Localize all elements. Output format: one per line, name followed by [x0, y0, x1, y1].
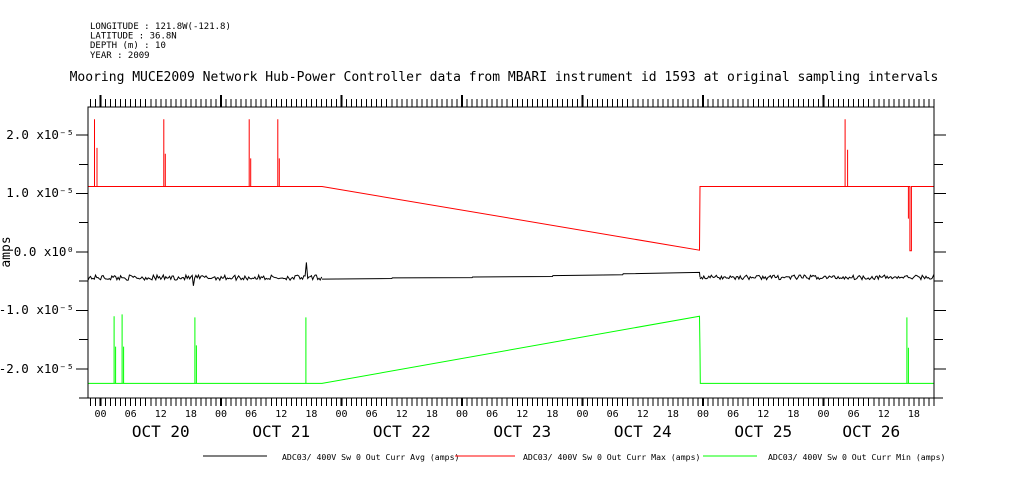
- meta-depth: DEPTH (m) : 10: [90, 41, 166, 51]
- plot-border: [87, 106, 935, 399]
- x-hour-label: 18: [426, 409, 438, 420]
- x-date-label: OCT 24: [614, 422, 672, 441]
- y-axis-unit-label: amps: [0, 236, 14, 267]
- x-hour-label: 12: [155, 409, 167, 420]
- data-series: [87, 119, 935, 384]
- x-hour-label: 12: [275, 409, 287, 420]
- x-hour-label: 12: [396, 409, 408, 420]
- meta-longitude: LONGITUDE : 121.8W(-121.8): [90, 22, 231, 32]
- legend-label-max: ADC03/ 400V Sw 0 Out Curr Max (amps): [523, 452, 700, 462]
- min-series: [88, 314, 934, 384]
- x-date-label: OCT 23: [493, 422, 551, 441]
- y-tick-label: -1.0 x10⁻⁵: [0, 302, 74, 317]
- x-date-label: OCT 26: [842, 422, 900, 441]
- x-hour-label: 00: [697, 409, 709, 420]
- x-axis-labels: 00 06 12 18 00 06 12 18 00 06 12 18 00 06 12 18 00 06 12 18…: [95, 409, 920, 441]
- avg-series-smooth: [321, 271, 701, 280]
- x-hour-label: 18: [787, 409, 799, 420]
- x-hour-label: 18: [305, 409, 317, 420]
- x-hour-label: 06: [486, 409, 498, 420]
- avg-series-segment: [699, 273, 935, 281]
- x-date-label: OCT 25: [734, 422, 792, 441]
- x-hour-label: 12: [516, 409, 528, 420]
- legend-label-avg: ADC03/ 400V Sw 0 Out Curr Avg (amps): [282, 452, 459, 462]
- y-tick-label: -2.0 x10⁻⁵: [0, 361, 74, 376]
- x-hour-label: 00: [95, 409, 107, 420]
- x-hour-label: 00: [456, 409, 468, 420]
- y-tick-label: 0.0 x10⁰: [14, 244, 74, 259]
- x-hour-label: 12: [757, 409, 769, 420]
- y-tick-label: 2.0 x10⁻⁵: [6, 127, 74, 142]
- x-hour-label: 06: [848, 409, 860, 420]
- y-tick-label: 1.0 x10⁻⁵: [6, 185, 74, 200]
- x-date-label: OCT 22: [373, 422, 431, 441]
- x-hour-label: 06: [727, 409, 739, 420]
- x-date-label: OCT 21: [252, 422, 310, 441]
- x-hour-label: 00: [215, 409, 227, 420]
- x-hour-label: 12: [878, 409, 890, 420]
- x-hour-label: 06: [125, 409, 137, 420]
- max-series: [88, 119, 934, 252]
- x-hour-label: 12: [637, 409, 649, 420]
- x-hour-label: 18: [185, 409, 197, 420]
- x-hour-label: 06: [607, 409, 619, 420]
- x-hour-label: 18: [546, 409, 558, 420]
- axis-ticks: [76, 95, 946, 406]
- x-hour-label: 06: [366, 409, 378, 420]
- avg-series-segment: [87, 262, 323, 286]
- legend-label-min: ADC03/ 400V Sw 0 Out Curr Min (amps): [768, 452, 945, 462]
- legend: ADC03/ 400V Sw 0 Out Curr Avg (amps) ADC…: [203, 452, 945, 462]
- x-hour-label: 18: [908, 409, 920, 420]
- meta-latitude: LATITUDE : 36.8N: [90, 32, 177, 42]
- meta-year: YEAR : 2009: [90, 51, 150, 61]
- x-hour-label: 00: [336, 409, 348, 420]
- x-hour-label: 18: [667, 409, 679, 420]
- metadata-block: LONGITUDE : 121.8W(-121.8) LATITUDE : 36…: [90, 22, 231, 61]
- x-date-label: OCT 20: [132, 422, 190, 441]
- chart-title: Mooring MUCE2009 Network Hub-Power Contr…: [70, 70, 939, 85]
- x-hour-label: 00: [818, 409, 830, 420]
- y-axis-labels: 2.0 x10⁻⁵ 1.0 x10⁻⁵ 0.0 x10⁰ -1.0 x10⁻⁵ …: [0, 127, 74, 376]
- x-hour-label: 00: [577, 409, 589, 420]
- x-hour-label: 06: [245, 409, 257, 420]
